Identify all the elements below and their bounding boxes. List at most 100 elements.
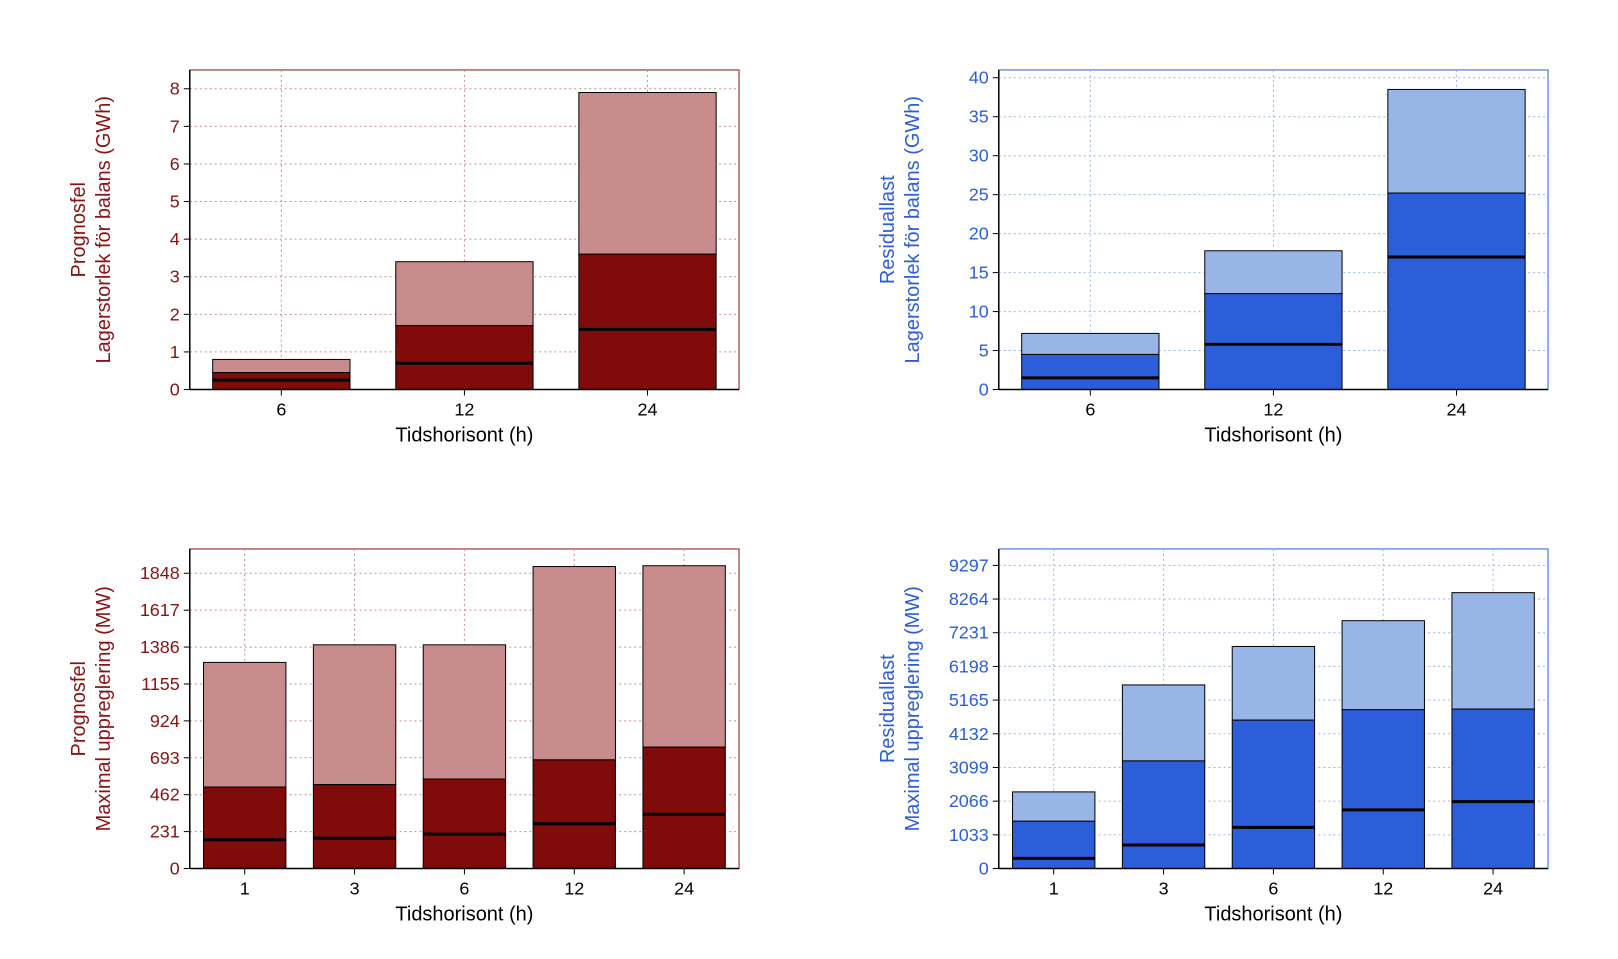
bar-dark [643, 748, 725, 869]
bar-light [1013, 792, 1095, 821]
bar-dark [1342, 710, 1424, 869]
ytick-label: 3 [170, 267, 180, 287]
bar-light [396, 262, 533, 326]
ytick-label: 30 [969, 146, 989, 166]
ytick-label: 7 [170, 116, 180, 136]
panel-top-left: 01234567861224Tidshorisont (h)Prognosfel… [0, 0, 809, 479]
bar-light [1022, 333, 1159, 354]
ytick-label: 25 [969, 185, 989, 205]
bar-dark [533, 760, 615, 869]
ytick-label: 5 [979, 341, 989, 361]
bar-light [1452, 593, 1534, 709]
bar-dark [1122, 761, 1204, 869]
ytick-label: 1848 [140, 564, 180, 584]
xtick-label: 6 [1085, 399, 1095, 419]
bar-light [313, 645, 395, 785]
xtick-label: 3 [350, 879, 360, 899]
chart-svg: 01234567861224Tidshorisont (h)Prognosfel… [40, 40, 769, 459]
panel-bottom-left: 0 231 462 693 924 1155 1386 1617 1848 1 3 6 12 24 Tids… [0, 479, 809, 958]
ylabel-line1: Prognosfel [68, 661, 90, 756]
xtick-label: 12 [564, 879, 584, 899]
xtick-label: 3 [1159, 879, 1169, 899]
xtick-label: 24 [1446, 399, 1466, 419]
bar-light [533, 567, 615, 760]
bar-dark [396, 326, 533, 390]
xtick-label: 24 [637, 399, 657, 419]
ytick-label: 4 [170, 229, 180, 249]
bar-light [423, 645, 505, 779]
xtick-label: 24 [674, 879, 694, 899]
bar-dark [204, 787, 286, 868]
ylabel-line2: Lagerstorlek för balans (GWh) [93, 96, 115, 363]
bar-light [204, 663, 286, 788]
bar-dark [1022, 354, 1159, 389]
chart-svg: 051015202530354061224Tidshorisont (h)Res… [849, 40, 1578, 459]
bar-dark [313, 785, 395, 869]
ytick-label: 0 [170, 859, 180, 879]
ytick-label: 5 [170, 192, 180, 212]
ytick-label: 9297 [949, 556, 989, 576]
ylabel-line1: Prognosfel [68, 182, 90, 277]
bar-light [643, 566, 725, 747]
ytick-label: 0 [979, 380, 989, 400]
ytick-label: 40 [969, 68, 989, 88]
ytick-label: 5165 [949, 691, 989, 711]
bar-dark [1388, 193, 1525, 389]
xlabel: Tidshorisont (h) [395, 904, 533, 926]
panel-top-right: 051015202530354061224Tidshorisont (h)Res… [809, 0, 1618, 479]
ytick-label: 462 [150, 785, 180, 805]
ytick-label: 4132 [949, 724, 989, 744]
ytick-label: 7231 [949, 623, 989, 643]
chart-grid: 01234567861224Tidshorisont (h)Prognosfel… [0, 0, 1618, 950]
bar-light [213, 359, 350, 372]
ylabel-line2: Maximal uppreglering (MW) [93, 587, 115, 832]
xtick-label: 12 [1373, 879, 1393, 899]
bar-light [1122, 685, 1204, 761]
bar-dark [1013, 822, 1095, 869]
bar-light [1342, 621, 1424, 710]
bar-dark [579, 254, 716, 389]
bar-light [1205, 251, 1342, 294]
ytick-label: 6198 [949, 657, 989, 677]
ytick-label: 1617 [140, 601, 180, 621]
xtick-label: 6 [459, 879, 469, 899]
bar-light [1232, 647, 1314, 721]
ytick-label: 10 [969, 302, 989, 322]
chart-svg: 0103320663099413251656198723182649297136… [849, 519, 1578, 938]
chart-svg: 0 231 462 693 924 1155 1386 1617 1848 1 3 6 12 24 Tids… [40, 519, 769, 938]
xtick-label: 6 [1268, 879, 1278, 899]
ytick-label: 1155 [141, 674, 180, 694]
ytick-label: 1 [170, 342, 180, 362]
xlabel: Tidshorisont (h) [1204, 904, 1342, 926]
ylabel-line2: Lagerstorlek för balans (GWh) [902, 96, 924, 363]
ytick-label: 6 [170, 154, 180, 174]
ytick-label: 693 [150, 748, 180, 768]
xtick-label: 1 [240, 879, 250, 899]
panel-bottom-right: 0103320663099413251656198723182649297136… [809, 479, 1618, 958]
ytick-label: 924 [150, 711, 180, 731]
ytick-label: 2066 [949, 792, 989, 812]
bar-dark [423, 779, 505, 868]
xtick-label: 6 [276, 399, 286, 419]
bar-light [579, 93, 716, 255]
bar-dark [1205, 294, 1342, 390]
xlabel: Tidshorisont (h) [395, 424, 533, 446]
bar-dark [1232, 721, 1314, 869]
ylabel-line1: Residuallast [877, 175, 899, 284]
ytick-label: 231 [150, 822, 180, 842]
xlabel: Tidshorisont (h) [1204, 424, 1342, 446]
ytick-label: 20 [969, 224, 989, 244]
ytick-label: 3099 [949, 758, 989, 778]
ylabel-line1: Residuallast [877, 654, 899, 763]
ytick-label: 0 [170, 380, 180, 400]
ytick-label: 1386 [140, 637, 180, 657]
bar-light [1388, 89, 1525, 193]
ytick-label: 1033 [949, 825, 989, 845]
ytick-label: 2 [170, 304, 180, 324]
ytick-label: 8 [170, 79, 180, 99]
ytick-label: 15 [969, 263, 989, 283]
ytick-label: 0 [979, 859, 989, 879]
xtick-label: 12 [454, 399, 474, 419]
ylabel-line2: Maximal uppreglering (MW) [902, 587, 924, 832]
bar-dark [1452, 709, 1534, 868]
